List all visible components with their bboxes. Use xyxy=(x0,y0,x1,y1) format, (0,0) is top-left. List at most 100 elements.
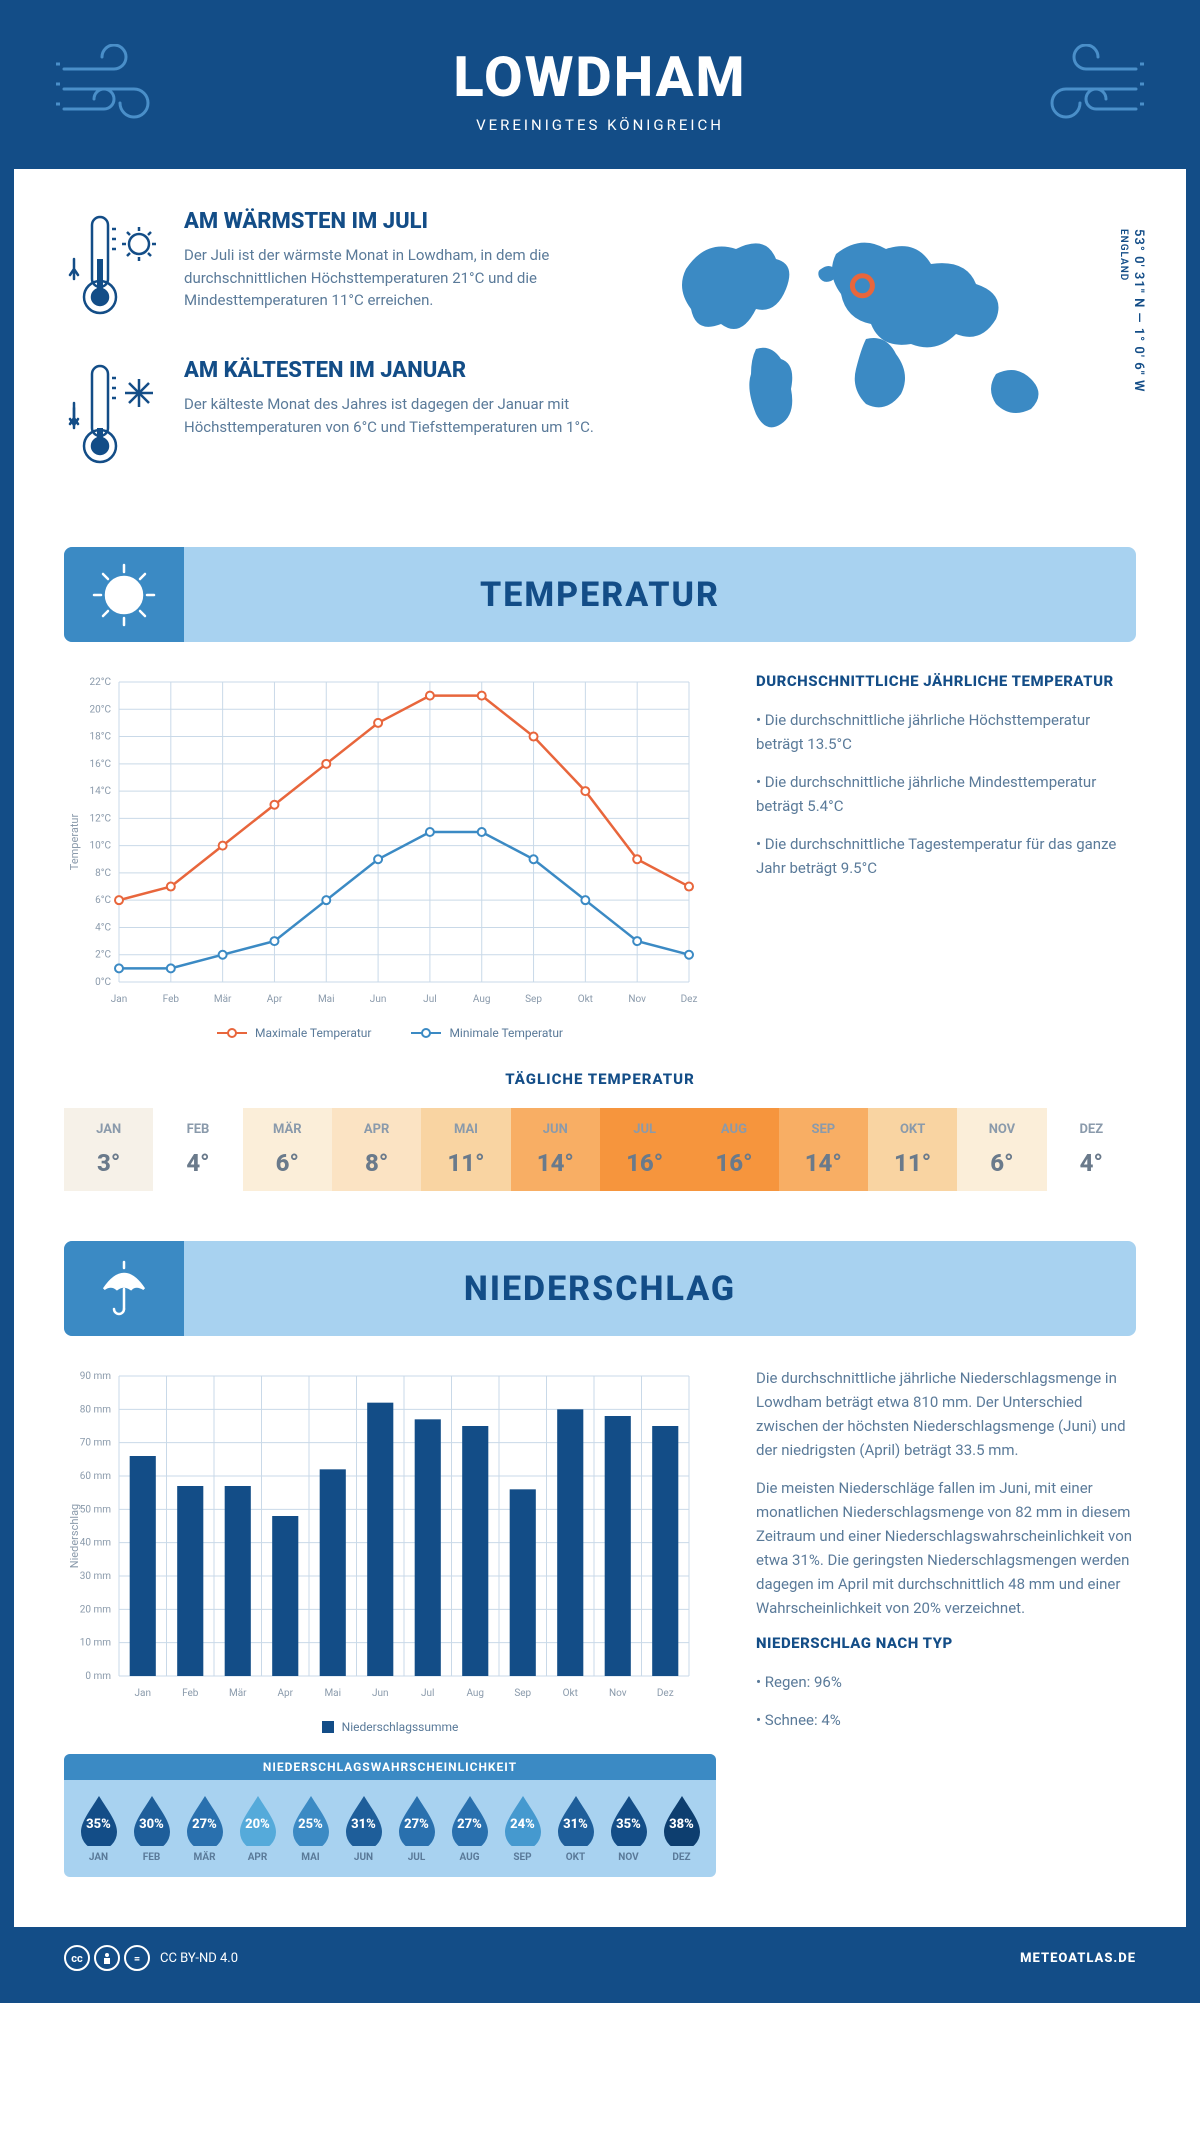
probability-drop: 35% NOV xyxy=(602,1794,655,1863)
daily-temp-cells: JAN3°FEB4°MÄR6°APR8°MAI11°JUN14°JUL16°AU… xyxy=(64,1108,1136,1191)
svg-text:Niederschlag: Niederschlag xyxy=(68,1504,81,1568)
location-title: LOWDHAM xyxy=(34,44,1166,110)
svg-text:Aug: Aug xyxy=(466,1688,484,1699)
temp-bullets: • Die durchschnittliche jährliche Höchst… xyxy=(756,708,1136,880)
brand: METEOATLAS.DE xyxy=(1020,1951,1136,1966)
daily-value: 16° xyxy=(689,1149,778,1177)
svg-text:0 mm: 0 mm xyxy=(85,1671,111,1682)
svg-text:Jul: Jul xyxy=(423,994,436,1005)
precip-title: NIEDERSCHLAG xyxy=(464,1269,736,1309)
svg-text:Mär: Mär xyxy=(229,1688,247,1699)
daily-value: 8° xyxy=(332,1149,421,1177)
svg-text:Feb: Feb xyxy=(182,1688,199,1699)
license-text: CC BY-ND 4.0 xyxy=(160,1951,238,1966)
license-area: cc = CC BY-ND 4.0 xyxy=(64,1945,238,1971)
svg-text:2°C: 2°C xyxy=(95,950,111,961)
svg-text:40 mm: 40 mm xyxy=(80,1538,111,1549)
precip-types: • Regen: 96%• Schnee: 4% xyxy=(756,1670,1136,1732)
daily-value: 6° xyxy=(957,1149,1046,1177)
warmest-text: Der Juli ist der wärmste Monat in Lowdha… xyxy=(184,244,616,312)
drop-month: APR xyxy=(231,1852,284,1863)
daily-temp-cell: MÄR6° xyxy=(243,1108,332,1191)
drop-value: 31% xyxy=(351,1817,376,1832)
world-map-area: 53° 0' 31" N — 1° 0' 6" W ENGLAND xyxy=(656,209,1136,507)
precip-type: • Regen: 96% xyxy=(756,1670,1136,1694)
daily-month: SEP xyxy=(779,1122,868,1137)
daily-value: 11° xyxy=(868,1149,957,1177)
svg-text:30 mm: 30 mm xyxy=(80,1571,111,1582)
drop-month: JUN xyxy=(337,1852,390,1863)
svg-text:Jan: Jan xyxy=(111,994,127,1005)
content: AM WÄRMSTEN IM JULI Der Juli ist der wär… xyxy=(14,169,1186,1927)
location-subtitle: VEREINIGTES KÖNIGREICH xyxy=(34,116,1166,134)
svg-text:70 mm: 70 mm xyxy=(80,1438,111,1449)
probability-drop: 35% JAN xyxy=(72,1794,125,1863)
daily-temp-cell: MAI11° xyxy=(421,1108,510,1191)
cc-icon: cc xyxy=(64,1945,90,1971)
svg-text:8°C: 8°C xyxy=(95,868,111,879)
warmest-block: AM WÄRMSTEN IM JULI Der Juli ist der wär… xyxy=(64,209,616,323)
probability-drop: 31% JUN xyxy=(337,1794,390,1863)
daily-temp-cell: JUN14° xyxy=(511,1108,600,1191)
probability-drop: 27% JUL xyxy=(390,1794,443,1863)
drop-value: 20% xyxy=(245,1817,270,1832)
wind-icon-left xyxy=(54,44,174,134)
drop-month: MÄR xyxy=(178,1852,231,1863)
drop-month: AUG xyxy=(443,1852,496,1863)
drop-value: 24% xyxy=(510,1817,535,1832)
svg-text:6°C: 6°C xyxy=(95,895,111,906)
drop-value: 30% xyxy=(139,1817,164,1832)
precip-chart-row: 0 mm10 mm20 mm30 mm40 mm50 mm60 mm70 mm8… xyxy=(64,1366,1136,1877)
coordinates: 53° 0' 31" N — 1° 0' 6" W ENGLAND xyxy=(1116,229,1146,392)
drop-value: 35% xyxy=(616,1817,641,1832)
svg-text:Sep: Sep xyxy=(525,994,542,1005)
svg-text:Sep: Sep xyxy=(514,1688,531,1699)
temp-info-title: DURCHSCHNITTLICHE JÄHRLICHE TEMPERATUR xyxy=(756,672,1136,690)
svg-text:18°C: 18°C xyxy=(90,732,112,743)
svg-text:10°C: 10°C xyxy=(90,841,112,852)
daily-month: AUG xyxy=(689,1122,778,1137)
temp-bullet: • Die durchschnittliche jährliche Mindes… xyxy=(756,770,1136,818)
daily-temp-title: TÄGLICHE TEMPERATUR xyxy=(64,1070,1136,1088)
svg-text:Apr: Apr xyxy=(277,1688,293,1699)
svg-text:0°C: 0°C xyxy=(95,977,111,988)
svg-text:14°C: 14°C xyxy=(90,786,112,797)
daily-temp-cell: NOV6° xyxy=(957,1108,1046,1191)
daily-month: MÄR xyxy=(243,1122,332,1137)
svg-text:Jun: Jun xyxy=(372,1688,389,1699)
by-icon xyxy=(94,1945,120,1971)
daily-month: JUN xyxy=(511,1122,600,1137)
daily-temp-cell: JAN3° xyxy=(64,1108,153,1191)
warmest-title: AM WÄRMSTEN IM JULI xyxy=(184,209,616,234)
daily-value: 4° xyxy=(153,1149,242,1177)
drop-value: 27% xyxy=(404,1817,429,1832)
precip-probability-panel: NIEDERSCHLAGSWAHRSCHEINLICHKEIT 35% JAN … xyxy=(64,1754,716,1877)
svg-text:Mai: Mai xyxy=(318,994,335,1005)
temperature-info: DURCHSCHNITTLICHE JÄHRLICHE TEMPERATUR •… xyxy=(756,672,1136,1040)
temperature-title: TEMPERATUR xyxy=(480,575,720,615)
svg-text:22°C: 22°C xyxy=(90,677,112,688)
probability-drop: 31% OKT xyxy=(549,1794,602,1863)
summary-row: AM WÄRMSTEN IM JULI Der Juli ist der wär… xyxy=(64,209,1136,507)
legend-min-label: Minimale Temperatur xyxy=(449,1026,563,1040)
precip-type-title: NIEDERSCHLAG NACH TYP xyxy=(756,1634,1136,1652)
probability-drop: 24% SEP xyxy=(496,1794,549,1863)
probability-drop: 25% MAI xyxy=(284,1794,337,1863)
precip-text-2: Die meisten Niederschläge fallen im Juni… xyxy=(756,1476,1136,1620)
svg-text:20 mm: 20 mm xyxy=(80,1604,111,1615)
svg-text:Apr: Apr xyxy=(267,994,283,1005)
header: LOWDHAM VEREINIGTES KÖNIGREICH xyxy=(14,14,1186,169)
daily-temp-cell: FEB4° xyxy=(153,1108,242,1191)
drop-month: NOV xyxy=(602,1852,655,1863)
drop-month: FEB xyxy=(125,1852,178,1863)
daily-month: OKT xyxy=(868,1122,957,1137)
daily-month: MAI xyxy=(421,1122,510,1137)
drop-value: 31% xyxy=(563,1817,588,1832)
probability-drops: 35% JAN 30% FEB 27% MÄR 20% APR 25% MAI … xyxy=(64,1780,716,1863)
svg-text:Nov: Nov xyxy=(609,1688,627,1699)
drop-value: 35% xyxy=(86,1817,111,1832)
daily-value: 3° xyxy=(64,1149,153,1177)
daily-temperature: TÄGLICHE TEMPERATUR JAN3°FEB4°MÄR6°APR8°… xyxy=(64,1070,1136,1191)
world-map-icon xyxy=(656,209,1086,449)
drop-month: JAN xyxy=(72,1852,125,1863)
